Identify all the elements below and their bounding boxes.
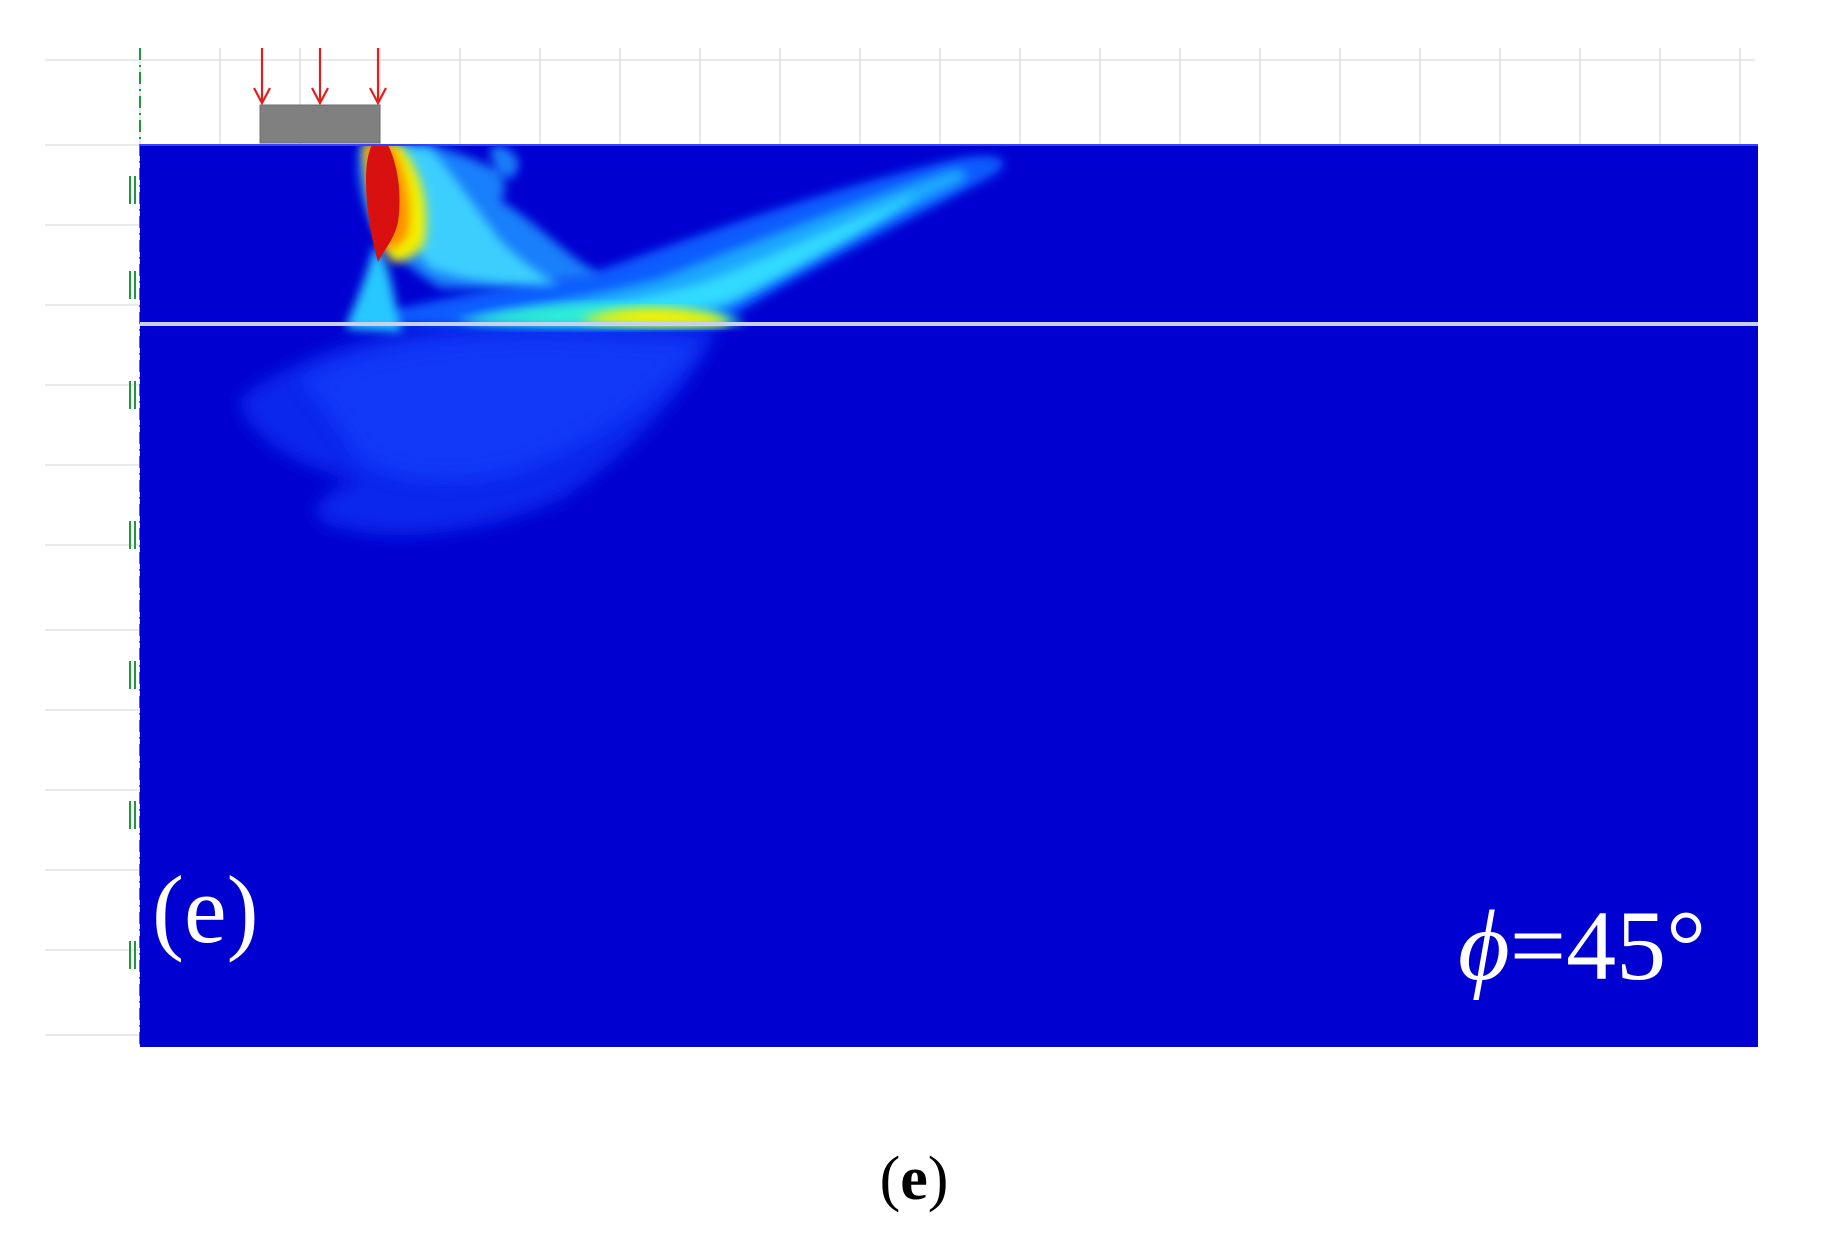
caption-letter: e: [900, 1145, 928, 1213]
axis-tick-marks: [129, 176, 136, 969]
contour-interface-hot: [580, 307, 729, 326]
contour-diagonal-inner: [520, 192, 920, 320]
stress-contours: [238, 145, 1004, 536]
contour-stem: [345, 245, 402, 332]
panel-label: (e): [152, 856, 259, 963]
load-arrow: [253, 48, 271, 106]
load-arrow: [369, 48, 387, 106]
figure-caption: (e): [0, 1148, 1828, 1210]
caption-close: ): [927, 1145, 949, 1213]
angle-value: =45°: [1509, 890, 1707, 1001]
load-arrow: [311, 48, 329, 106]
contour-lower-lobe-inner: [300, 334, 700, 481]
friction-angle-label: ϕ=45°: [1458, 896, 1706, 996]
contour-upper-fan-cyan: [380, 145, 560, 285]
footing: [259, 104, 381, 144]
contour-diagonal-outer: [350, 155, 1004, 328]
load-arrows: [253, 48, 387, 106]
angle-symbol: ϕ: [1458, 890, 1510, 1001]
contour-core-red: [366, 145, 400, 262]
soil-domain: [140, 145, 1758, 1047]
caption-open: (: [879, 1145, 901, 1213]
